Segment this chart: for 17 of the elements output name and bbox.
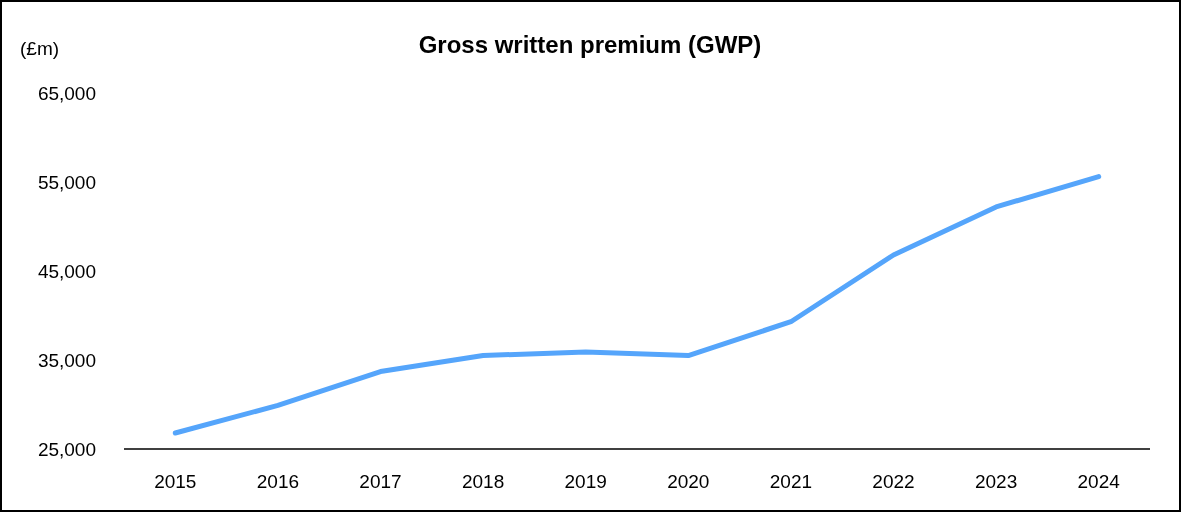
x-tick-label: 2020: [667, 471, 710, 492]
x-tick-label: 2019: [564, 471, 607, 492]
y-tick-label: 65,000: [37, 82, 96, 104]
x-tick-label: 2017: [359, 471, 402, 492]
x-tick-label: 2016: [256, 471, 300, 492]
y-tick-label: 25,000: [37, 438, 96, 460]
x-tick-label: 2022: [872, 471, 915, 492]
x-tick-label: 2015: [154, 471, 197, 492]
x-tick-label: 2021: [769, 471, 813, 492]
y-axis-title: (£m): [20, 38, 60, 59]
chart-title: Gross written premium (GWP): [418, 31, 762, 58]
x-tick-label: 2024: [1077, 471, 1121, 492]
x-tick-label: 2023: [974, 471, 1018, 492]
x-tick-label: 2018: [461, 471, 505, 492]
y-tick-label: 35,000: [37, 349, 96, 371]
y-tick-label: 55,000: [37, 171, 96, 193]
y-tick-label: 45,000: [37, 260, 96, 282]
